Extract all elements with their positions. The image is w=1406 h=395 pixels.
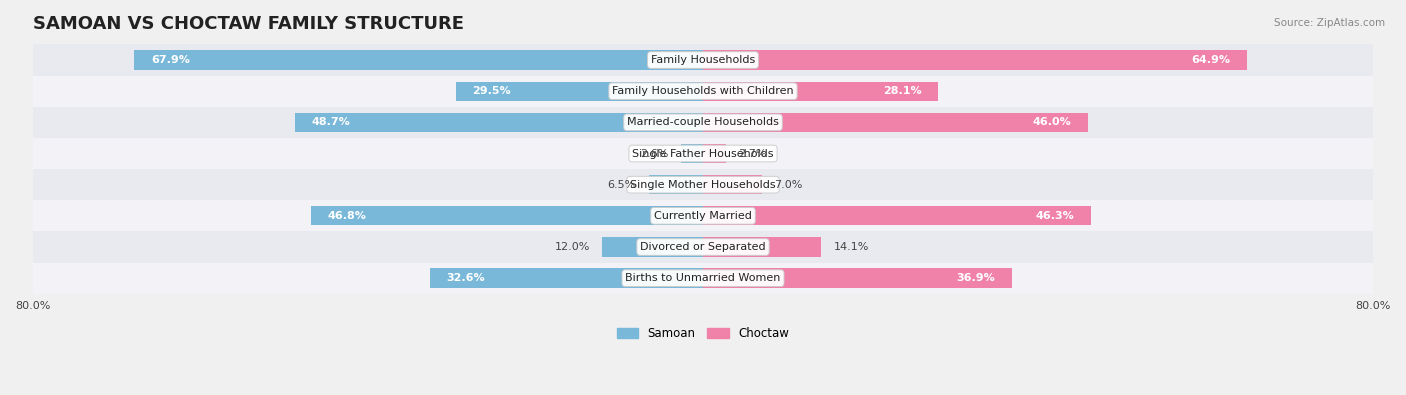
Text: 46.3%: 46.3% <box>1035 211 1074 221</box>
Text: 46.0%: 46.0% <box>1033 117 1071 127</box>
Text: Currently Married: Currently Married <box>654 211 752 221</box>
Bar <box>648 175 703 194</box>
Bar <box>456 81 703 101</box>
Bar <box>703 144 725 163</box>
Text: Divorced or Separated: Divorced or Separated <box>640 242 766 252</box>
FancyBboxPatch shape <box>32 45 1374 75</box>
Text: Source: ZipAtlas.com: Source: ZipAtlas.com <box>1274 18 1385 28</box>
Bar <box>311 206 703 226</box>
Text: 64.9%: 64.9% <box>1191 55 1230 65</box>
Bar <box>703 206 1091 226</box>
Text: 7.0%: 7.0% <box>775 180 803 190</box>
Bar <box>703 81 938 101</box>
Text: 32.6%: 32.6% <box>447 273 485 283</box>
Text: 29.5%: 29.5% <box>472 86 512 96</box>
Bar <box>295 113 703 132</box>
Text: 14.1%: 14.1% <box>834 242 869 252</box>
Text: SAMOAN VS CHOCTAW FAMILY STRUCTURE: SAMOAN VS CHOCTAW FAMILY STRUCTURE <box>32 15 464 33</box>
Bar <box>703 113 1088 132</box>
Text: 12.0%: 12.0% <box>554 242 591 252</box>
Text: Family Households with Children: Family Households with Children <box>612 86 794 96</box>
Text: 36.9%: 36.9% <box>956 273 995 283</box>
Text: 46.8%: 46.8% <box>328 211 367 221</box>
Text: 67.9%: 67.9% <box>150 55 190 65</box>
FancyBboxPatch shape <box>32 263 1374 294</box>
FancyBboxPatch shape <box>32 138 1374 169</box>
Text: 2.6%: 2.6% <box>640 149 669 158</box>
Text: 28.1%: 28.1% <box>883 86 922 96</box>
FancyBboxPatch shape <box>32 200 1374 231</box>
Bar <box>703 175 762 194</box>
Text: 2.7%: 2.7% <box>738 149 766 158</box>
FancyBboxPatch shape <box>32 107 1374 138</box>
Text: 48.7%: 48.7% <box>312 117 350 127</box>
Text: Married-couple Households: Married-couple Households <box>627 117 779 127</box>
Bar <box>682 144 703 163</box>
Text: Single Mother Households: Single Mother Households <box>630 180 776 190</box>
Bar <box>703 237 821 257</box>
Bar <box>134 51 703 70</box>
Text: Family Households: Family Households <box>651 55 755 65</box>
Text: Births to Unmarried Women: Births to Unmarried Women <box>626 273 780 283</box>
Bar <box>602 237 703 257</box>
Bar <box>430 269 703 288</box>
Text: Single Father Households: Single Father Households <box>633 149 773 158</box>
Bar <box>703 51 1247 70</box>
FancyBboxPatch shape <box>32 169 1374 200</box>
Text: 6.5%: 6.5% <box>607 180 636 190</box>
Legend: Samoan, Choctaw: Samoan, Choctaw <box>612 322 794 345</box>
FancyBboxPatch shape <box>32 75 1374 107</box>
Bar <box>703 269 1012 288</box>
FancyBboxPatch shape <box>32 231 1374 263</box>
